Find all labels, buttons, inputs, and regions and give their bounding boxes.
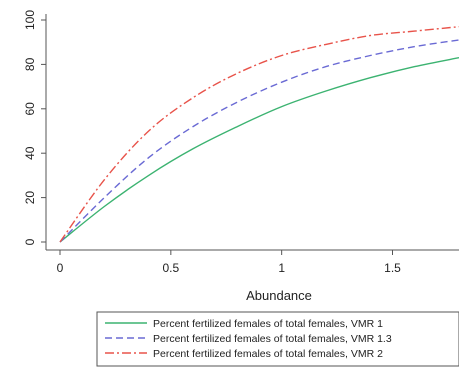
legend-label-3: Percent fertilized females of total fema… bbox=[153, 348, 383, 360]
x-axis-label: Abundance bbox=[246, 288, 312, 303]
series-line-1 bbox=[59, 57, 459, 243]
series-line-2 bbox=[59, 39, 459, 243]
plot-area: 0 0.5 1 1.5 0 20 40 60 80 100 bbox=[23, 10, 459, 275]
y-tick-label: 20 bbox=[23, 191, 37, 205]
y-tick-label: 60 bbox=[23, 102, 37, 116]
x-tick-label: 1.5 bbox=[384, 261, 401, 275]
y-tick-label: 100 bbox=[23, 10, 37, 30]
legend: Percent fertilized females of total fema… bbox=[96, 311, 459, 367]
legend-label-1: Percent fertilized females of total fema… bbox=[153, 318, 383, 330]
legend-label-2: Percent fertilized females of total fema… bbox=[153, 333, 392, 345]
y-tick-label: 0 bbox=[23, 238, 37, 245]
y-tick-label: 80 bbox=[23, 57, 37, 71]
x-tick-label: 1 bbox=[278, 261, 285, 275]
y-tick-label: 40 bbox=[23, 146, 37, 160]
x-tick-label: 0 bbox=[57, 261, 64, 275]
legend-box bbox=[96, 311, 459, 367]
x-tick-label: 0.5 bbox=[162, 261, 179, 275]
